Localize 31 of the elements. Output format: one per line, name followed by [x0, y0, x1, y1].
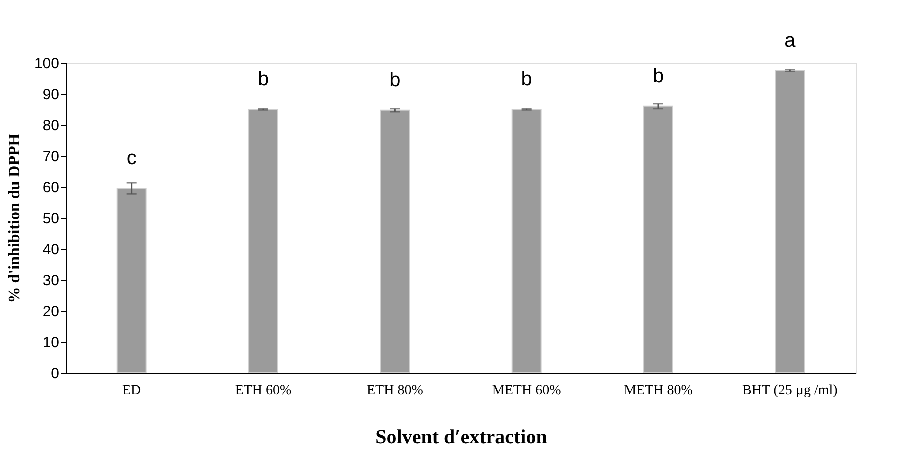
annotation: b — [652, 65, 664, 88]
annotation: c — [126, 148, 137, 170]
bar — [248, 109, 278, 374]
y-tick-label: 70 — [42, 148, 60, 166]
y-tick-label: 50 — [42, 210, 60, 228]
x-tick-label: BHT (25 µg /ml) — [742, 384, 838, 398]
y-tick-label: 0 — [51, 366, 60, 382]
x-tick-label: METH 60% — [492, 384, 562, 398]
annotation: a — [784, 30, 797, 52]
bar — [116, 188, 147, 374]
bar — [644, 106, 674, 374]
bar — [380, 110, 410, 374]
x-tick-label: METH 80% — [624, 384, 694, 398]
y-tick-label: 100 — [34, 56, 60, 72]
x-tick-label: ED — [122, 384, 142, 398]
bar — [512, 109, 542, 374]
y-axis-title: % d'inhibition du DPPH — [6, 133, 24, 304]
y-tick-label: 10 — [42, 334, 60, 352]
y-tick-label: 40 — [42, 242, 60, 258]
y-tick-label: 30 — [42, 272, 60, 290]
x-tick-label: ETH 60% — [235, 384, 292, 398]
x-axis-title: Solvent d′extraction — [376, 426, 548, 448]
y-tick-label: 60 — [42, 180, 60, 196]
y-tick-label: 80 — [42, 118, 60, 134]
annotation: b — [258, 68, 270, 90]
bar — [775, 70, 806, 374]
x-tick-label: ETH 80% — [366, 384, 424, 398]
y-tick-label: 20 — [42, 304, 60, 320]
annotation: b — [521, 68, 532, 90]
annotation: b — [390, 69, 401, 92]
y-tick-label: 90 — [42, 86, 60, 104]
